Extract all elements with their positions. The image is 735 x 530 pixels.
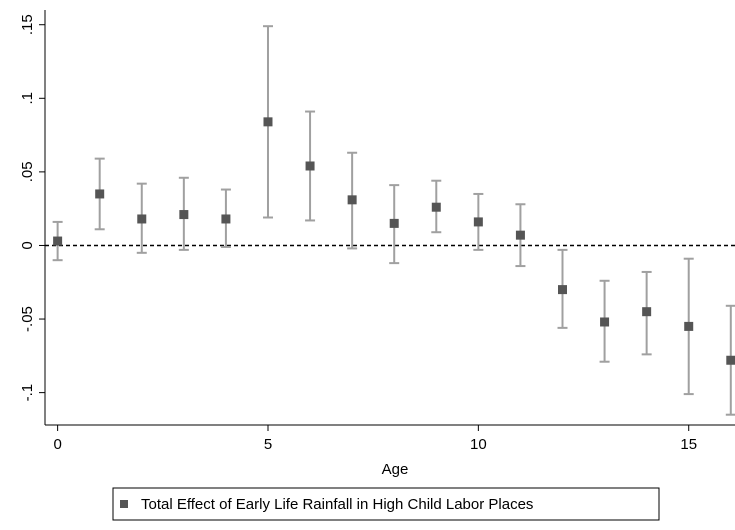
x-tick-label: 5 <box>264 436 272 453</box>
point <box>179 210 189 220</box>
point <box>515 230 525 240</box>
y-tick-label: .05 <box>19 161 36 182</box>
point <box>600 317 610 327</box>
point <box>431 202 441 212</box>
y-tick-label: 0 <box>19 241 36 249</box>
point <box>95 189 105 199</box>
y-tick-label: .1 <box>19 92 36 105</box>
point <box>137 214 147 224</box>
point <box>347 195 357 205</box>
y-tick-label: -.1 <box>19 384 36 402</box>
point <box>221 214 231 224</box>
y-tick-label: .15 <box>19 14 36 35</box>
x-tick-label: 0 <box>53 436 61 453</box>
y-tick-label: -.05 <box>19 306 36 332</box>
point <box>53 236 63 246</box>
point <box>305 161 315 171</box>
x-tick-label: 15 <box>680 436 697 453</box>
legend <box>112 487 660 521</box>
point <box>389 218 399 228</box>
point <box>473 217 483 227</box>
x-tick-label: 10 <box>470 436 487 453</box>
point <box>726 355 735 365</box>
legend-label: Total Effect of Early Life Rainfall in H… <box>141 496 533 513</box>
point <box>642 307 652 317</box>
point <box>263 117 273 127</box>
point <box>684 321 694 331</box>
x-axis-label: Age <box>382 461 409 478</box>
legend-marker <box>120 500 128 508</box>
point <box>558 285 567 295</box>
